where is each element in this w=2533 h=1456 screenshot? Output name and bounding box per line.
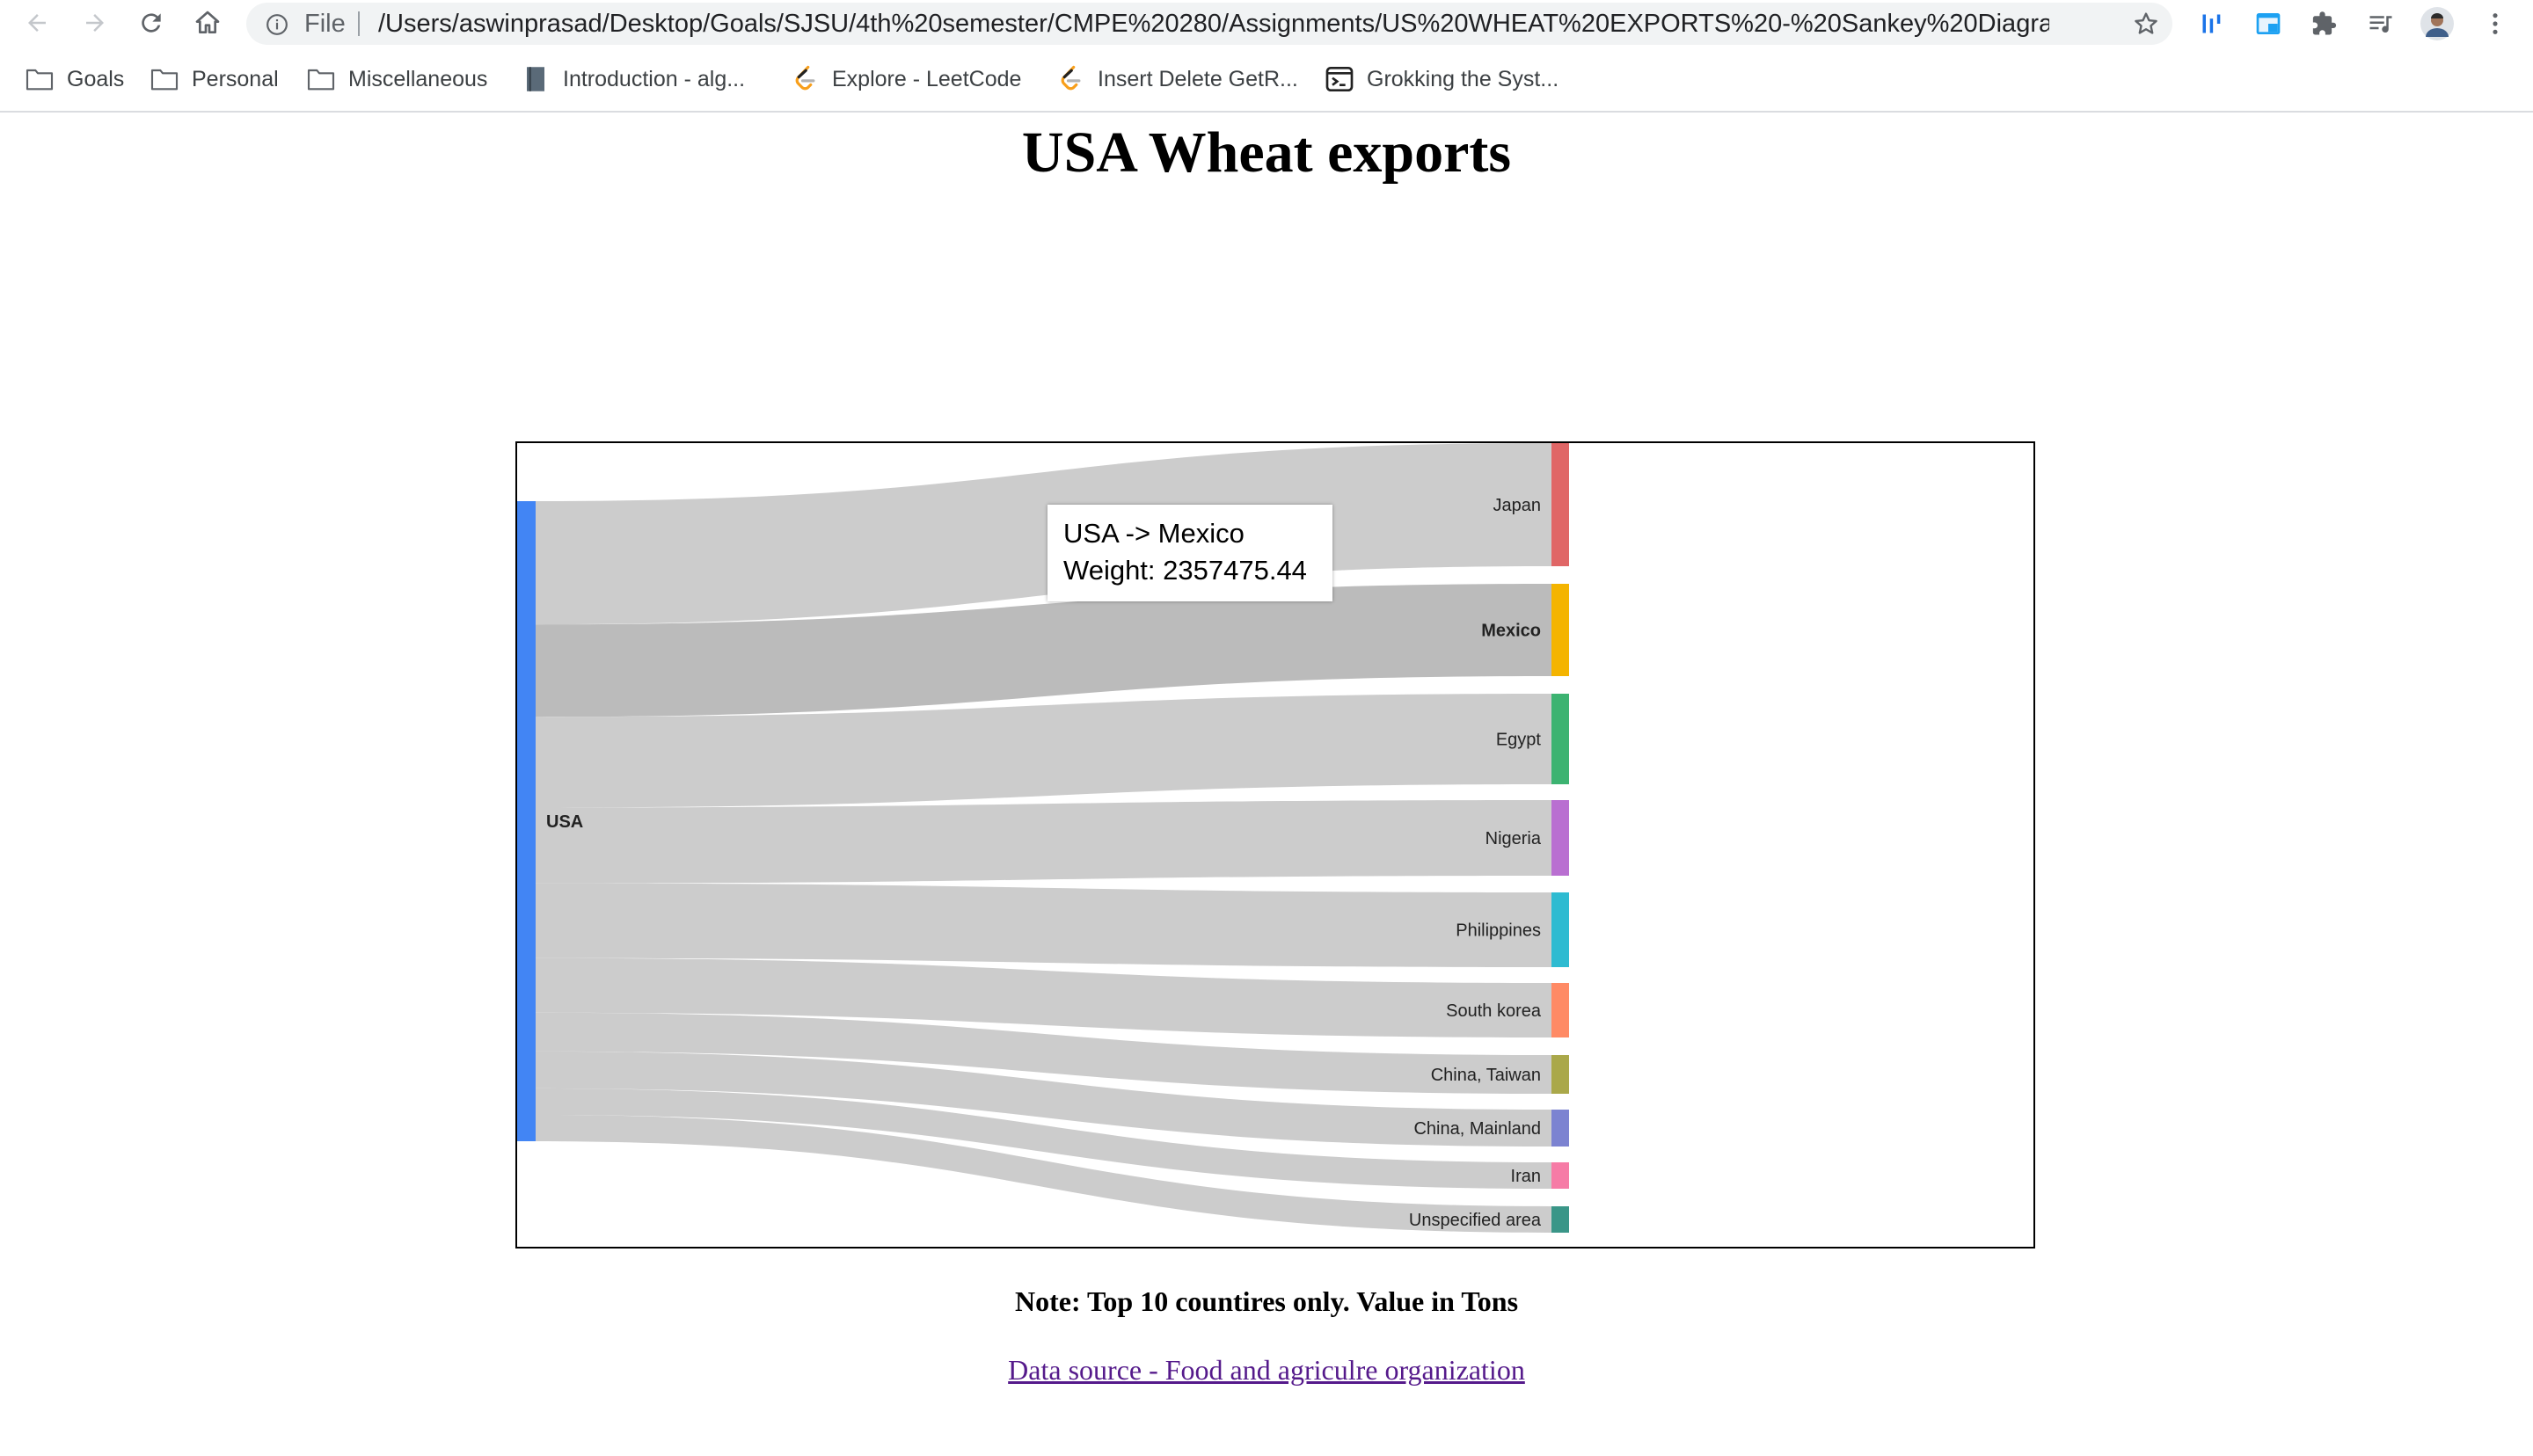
page-title: USA Wheat exports	[1021, 120, 1512, 185]
bookmarks-bar: Goals Personal Miscellaneous Introductio…	[0, 47, 2533, 113]
browser-toolbar: File /Users/aswinprasad/Desktop/Goals/SJ…	[0, 0, 2533, 47]
bookmark-personal[interactable]: Personal	[150, 63, 279, 95]
menu-kebab-icon[interactable]	[2478, 7, 2512, 40]
bookmark-star-icon[interactable]	[2132, 10, 2160, 42]
address-bar[interactable]: File /Users/aswinprasad/Desktop/Goals/SJ…	[246, 3, 2172, 45]
bookmark-goals[interactable]: Goals	[25, 63, 124, 95]
sankey-node-label-usa: USA	[546, 812, 583, 832]
bookmark-insert-delete[interactable]: Insert Delete GetR...	[1055, 63, 1298, 95]
address-divider	[358, 11, 360, 36]
sankey-node-china-mainland[interactable]	[1551, 1110, 1569, 1147]
sankey-node-nigeria[interactable]	[1551, 800, 1569, 876]
sankey-node-label-mexico: Mexico	[1481, 622, 1541, 641]
sankey-link-japan[interactable]	[536, 443, 1551, 625]
arrow-right-icon	[86, 14, 104, 32]
sankey-link-nigeria[interactable]	[536, 800, 1551, 884]
sankey-chart: USA Japan Mexico Egypt Nigeria Philippines Sou…	[515, 441, 2035, 1249]
reload-icon	[142, 13, 161, 33]
leetcode-icon	[1055, 64, 1085, 94]
extensions-puzzle-icon[interactable]	[2308, 7, 2341, 40]
sankey-node-label-china-taiwan: China, Taiwan	[1431, 1066, 1541, 1085]
sankey-node-china-taiwan[interactable]	[1551, 1055, 1569, 1094]
sankey-node-philippines[interactable]	[1551, 892, 1569, 967]
bookmark-label: Introduction - alg...	[563, 66, 746, 91]
folder-icon	[150, 64, 179, 94]
tooltip-weight: Weight: 2357475.44	[1063, 555, 1307, 586]
tooltip: USA -> Mexico Weight: 2357475.44	[1048, 505, 1332, 601]
sankey-node-label-unspecified-area: Unspecified area	[1409, 1211, 1542, 1230]
extension-window-icon[interactable]	[2252, 7, 2285, 40]
back-button[interactable]	[19, 5, 55, 40]
sankey-node-unspecified-area[interactable]	[1551, 1206, 1569, 1233]
sankey-link-south-korea[interactable]	[536, 957, 1551, 1037]
sankey-link-unspecified-area[interactable]	[536, 1114, 1551, 1233]
book-icon	[521, 64, 551, 94]
sankey-node-label-nigeria: Nigeria	[1485, 829, 1542, 848]
sankey-links	[536, 443, 1551, 1233]
reload-button[interactable]	[134, 5, 169, 40]
folder-icon	[25, 64, 55, 94]
sankey-link-philippines[interactable]	[536, 883, 1551, 967]
sankey-link-china-mainland[interactable]	[536, 1051, 1551, 1147]
sankey-link-china-taiwan[interactable]	[536, 1012, 1551, 1094]
file-scheme-label: File	[304, 10, 346, 38]
terminal-icon	[1325, 64, 1354, 94]
sankey-node-label-china-mainland: China, Mainland	[1413, 1119, 1541, 1139]
home-icon	[195, 11, 220, 33]
bookmark-grokking[interactable]: Grokking the Syst...	[1325, 63, 1558, 95]
bookmark-introduction[interactable]: Introduction - alg...	[521, 63, 745, 95]
bookmark-miscellaneous[interactable]: Miscellaneous	[306, 63, 487, 95]
bookmark-label: Grokking the Syst...	[1367, 66, 1559, 91]
arrow-left-icon	[28, 14, 46, 32]
bookmark-label: Explore - LeetCode	[832, 66, 1022, 91]
sankey-node-iran[interactable]	[1551, 1162, 1569, 1189]
sankey-node-egypt[interactable]	[1551, 694, 1569, 784]
data-source-link[interactable]: Data source - Food and agriculre organiz…	[1008, 1354, 1525, 1386]
sankey-node-label-iran: Iran	[1511, 1167, 1541, 1186]
bookmark-label: Personal	[192, 66, 279, 91]
bookmark-label: Insert Delete GetR...	[1098, 66, 1298, 91]
sankey-link-egypt[interactable]	[536, 694, 1551, 808]
sankey-node-label-egypt: Egypt	[1496, 731, 1542, 750]
leetcode-icon	[790, 64, 820, 94]
sankey-node-usa[interactable]	[517, 501, 536, 1141]
extension-bars-icon[interactable]	[2195, 7, 2229, 40]
profile-avatar[interactable]	[2420, 7, 2454, 40]
media-playlist-icon[interactable]	[2364, 7, 2398, 40]
url-text[interactable]: /Users/aswinprasad/Desktop/Goals/SJSU/4t…	[378, 10, 2049, 38]
bookmark-label: Goals	[67, 66, 125, 91]
chart-note: Note: Top 10 countires only. Value in To…	[1014, 1285, 1519, 1317]
info-icon[interactable]	[266, 13, 288, 40]
sankey-svg: USA Japan Mexico Egypt Nigeria Philippines Sou…	[517, 443, 1569, 1233]
sankey-node-mexico[interactable]	[1551, 584, 1569, 676]
sankey-link-mexico[interactable]	[536, 584, 1551, 717]
folder-icon	[306, 64, 336, 94]
sankey-node-japan[interactable]	[1551, 443, 1569, 566]
sankey-node-label-japan: Japan	[1493, 496, 1542, 515]
sankey-node-label-south-korea: South korea	[1446, 1001, 1542, 1021]
sankey-node-south-korea[interactable]	[1551, 983, 1569, 1037]
forward-button[interactable]	[77, 5, 113, 40]
home-button[interactable]	[190, 5, 225, 40]
bookmark-explore-leetcode[interactable]: Explore - LeetCode	[790, 63, 1021, 95]
tooltip-title: USA -> Mexico	[1063, 518, 1245, 549]
sankey-link-iran[interactable]	[536, 1088, 1551, 1189]
sankey-node-label-philippines: Philippines	[1456, 921, 1541, 941]
bookmark-label: Miscellaneous	[348, 66, 488, 91]
